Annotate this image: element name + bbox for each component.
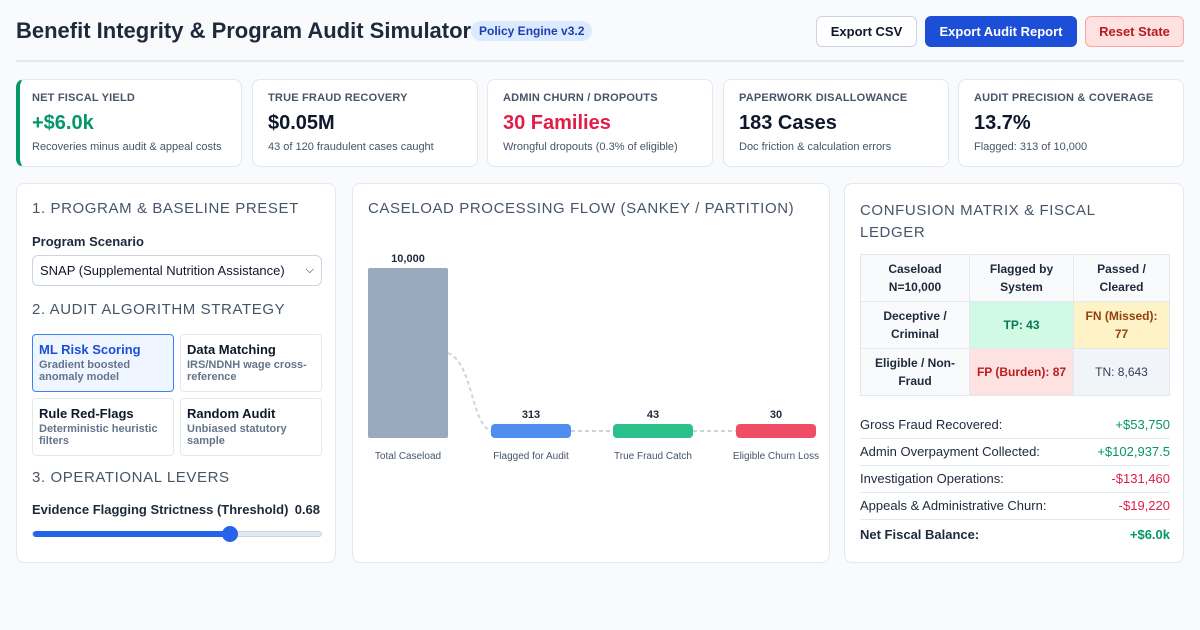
program-scenario-select[interactable]: SNAP (Supplemental Nutrition Assistance)… [32, 255, 322, 286]
kpi-label: TRUE FRAUD RECOVERY [268, 92, 408, 104]
kpi-sub: Wrongful dropouts (0.3% of eligible) [503, 141, 678, 153]
flow-category-label: Eligible Churn Loss [733, 451, 819, 462]
ledger-value: -$131,460 [1111, 471, 1170, 486]
strategy-ml-risk-scoring[interactable]: ML Risk Scoring Gradient boosted anomaly… [32, 334, 174, 392]
ledger-label: Admin Overpayment Collected: [860, 444, 1040, 459]
flow-category-label: Total Caseload [375, 451, 441, 462]
flow-connector [447, 352, 492, 432]
flow-panel-title: CASELOAD PROCESSING FLOW (SANKEY / PARTI… [368, 200, 795, 217]
strategy-random-audit[interactable]: Random Audit Unbiased statutory sample [180, 398, 322, 456]
flow-value-label: 10,000 [391, 253, 425, 265]
ledger-label: Gross Fraud Recovered: [860, 417, 1003, 432]
kpi-row: NET FISCAL YIELD +$6.0k Recoveries minus… [16, 79, 1184, 167]
flow-category-label: True Fraud Catch [614, 451, 692, 462]
strategy-name: Rule Red-Flags [39, 406, 134, 421]
kpi-label: ADMIN CHURN / DROPOUTS [503, 92, 658, 104]
controls-panel: 1. PROGRAM & BASELINE PRESET Program Sce… [16, 183, 336, 563]
kpi-sub: 43 of 120 fraudulent cases caught [268, 141, 434, 153]
app-title: Benefit Integrity & Program Audit Simula… [16, 18, 472, 43]
matrix-col-passed: Passed / Cleared [1073, 254, 1170, 302]
ledger-row: Admin Overpayment Collected: +$102,937.5 [860, 439, 1170, 466]
app-header: Benefit Integrity & Program Audit Simula… [16, 14, 1184, 62]
ledger-row: Appeals & Administrative Churn: -$19,220 [860, 493, 1170, 520]
strategy-data-matching[interactable]: Data Matching IRS/NDNH wage cross-refere… [180, 334, 322, 392]
ledger-row: Gross Fraud Recovered: +$53,750 [860, 412, 1170, 439]
matrix-true-negative: TN: 8,643 [1073, 348, 1170, 396]
kpi-value: $0.05M [268, 112, 335, 134]
kpi-label: AUDIT PRECISION & COVERAGE [974, 92, 1154, 104]
program-scenario-value: SNAP (Supplemental Nutrition Assistance) [40, 263, 285, 278]
strategy-name: ML Risk Scoring [39, 342, 141, 357]
strategy-rule-red-flags[interactable]: Rule Red-Flags Deterministic heuristic f… [32, 398, 174, 456]
export-csv-button[interactable]: Export CSV [816, 16, 917, 47]
ledger-total-value: +$6.0k [1129, 527, 1170, 542]
ledger-row: Investigation Operations: -$131,460 [860, 466, 1170, 493]
slider-thumb[interactable] [222, 526, 239, 542]
ledger-value: +$102,937.5 [1097, 444, 1170, 459]
ledger-total-label: Net Fiscal Balance: [860, 527, 980, 542]
flow-bar-2 [491, 424, 571, 438]
strategy-name: Random Audit [187, 406, 276, 421]
slider-value: 0.68 [294, 502, 320, 517]
ledger-label: Appeals & Administrative Churn: [860, 498, 1047, 513]
section-title-strategy: 2. AUDIT ALGORITHM STRATEGY [32, 301, 286, 318]
ledger-panel: CONFUSION MATRIX & FISCAL LEDGER Caseloa… [844, 183, 1184, 563]
ledger-total-row: Net Fiscal Balance: +$6.0k [860, 522, 1170, 549]
strategy-desc: Deterministic heuristic filters [39, 423, 158, 447]
section-title-levers: 3. OPERATIONAL LEVERS [32, 469, 230, 486]
strategy-desc: IRS/NDNH wage cross-reference [187, 359, 307, 383]
confusion-matrix: Caseload N=10,000 Flagged by System Pass… [860, 254, 1170, 396]
ledger-label: Investigation Operations: [860, 471, 1004, 486]
kpi-paperwork-disallowance: PAPERWORK DISALLOWANCE 183 Cases Doc fri… [723, 79, 949, 167]
slider-fill [33, 531, 231, 537]
chevron-down-icon: ⌵ [305, 264, 314, 276]
strategy-name: Data Matching [187, 342, 276, 357]
kpi-value: 183 Cases [739, 112, 837, 134]
caseload-flow-chart: 10,000 Total Caseload 313 Flagged for Audit… [368, 253, 819, 462]
strategy-desc: Gradient boosted anomaly model [39, 359, 131, 383]
ledger-value: -$19,220 [1118, 498, 1170, 513]
flow-value-label: 30 [770, 409, 782, 421]
program-scenario-label: Program Scenario [32, 234, 144, 249]
ledger-value: +$53,750 [1115, 417, 1170, 432]
kpi-label: NET FISCAL YIELD [32, 92, 136, 104]
kpi-true-fraud-recovery: TRUE FRAUD RECOVERY $0.05M 43 of 120 fra… [252, 79, 478, 167]
kpi-sub: Recoveries minus audit & appeal costs [32, 141, 222, 153]
reset-state-button[interactable]: Reset State [1085, 16, 1184, 47]
matrix-row-eligible: Eligible / Non-Fraud [860, 348, 970, 396]
version-badge: Policy Engine v3.2 [471, 21, 593, 41]
strictness-slider[interactable] [32, 526, 322, 542]
matrix-row-deceptive: Deceptive / Criminal [860, 301, 970, 349]
kpi-value: +$6.0k [32, 112, 94, 134]
fiscal-ledger: Gross Fraud Recovered: +$53,750 Admin Ov… [860, 412, 1170, 549]
flow-value-label: 313 [522, 409, 540, 421]
flow-panel: CASELOAD PROCESSING FLOW (SANKEY / PARTI… [352, 183, 830, 563]
flow-value-label: 43 [647, 409, 659, 421]
kpi-net-fiscal-yield: NET FISCAL YIELD +$6.0k Recoveries minus… [16, 79, 242, 167]
ledger-panel-title: CONFUSION MATRIX & FISCAL LEDGER [860, 202, 1096, 241]
matrix-false-negative: FN (Missed): 77 [1073, 301, 1170, 349]
slider-label: Evidence Flagging Strictness (Threshold) [32, 502, 289, 517]
matrix-corner: Caseload N=10,000 [860, 254, 970, 302]
strategy-desc: Unbiased statutory sample [187, 423, 287, 447]
kpi-label: PAPERWORK DISALLOWANCE [739, 92, 908, 104]
kpi-value: 13.7% [974, 112, 1031, 134]
flow-bar-4 [736, 424, 816, 438]
matrix-col-flagged: Flagged by System [969, 254, 1074, 302]
kpi-value: 30 Families [503, 112, 611, 134]
flow-bar-1 [368, 268, 448, 438]
section-title-program: 1. PROGRAM & BASELINE PRESET [32, 200, 299, 217]
export-audit-report-button[interactable]: Export Audit Report [925, 16, 1077, 47]
kpi-sub: Flagged: 313 of 10,000 [974, 141, 1088, 153]
matrix-true-positive: TP: 43 [969, 301, 1074, 349]
flow-category-label: Flagged for Audit [493, 451, 569, 462]
flow-bar-3 [613, 424, 693, 438]
matrix-false-positive: FP (Burden): 87 [969, 348, 1074, 396]
kpi-audit-precision: AUDIT PRECISION & COVERAGE 13.7% Flagged… [958, 79, 1184, 167]
kpi-admin-churn: ADMIN CHURN / DROPOUTS 30 Families Wrong… [487, 79, 713, 167]
kpi-sub: Doc friction & calculation errors [739, 141, 892, 153]
